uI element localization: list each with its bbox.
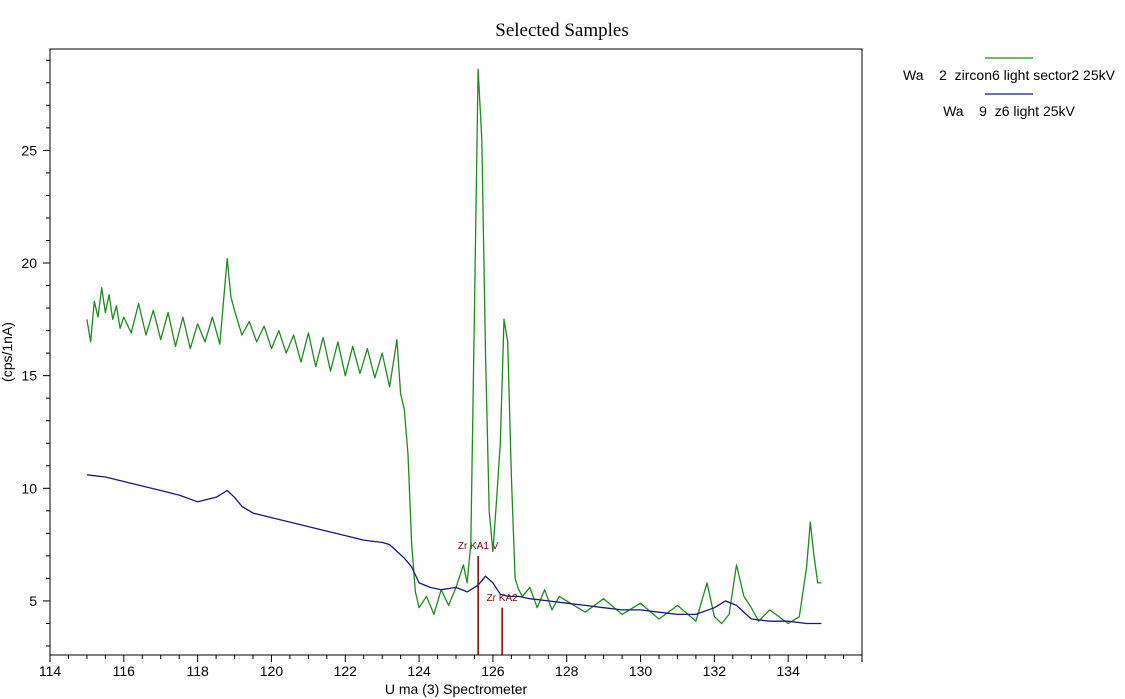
y-tick-label: 5 — [29, 593, 37, 609]
x-axis: 114 116 118 120 122 124 126 128 130 132 134 — [39, 655, 863, 679]
x-tick-label: 114 — [39, 663, 62, 679]
marker-label: Zr KA1 V — [458, 541, 499, 552]
x-tick-label: 116 — [113, 663, 136, 679]
x-tick-label: 120 — [260, 663, 284, 679]
y-tick-label: 10 — [21, 480, 37, 496]
y-tick-label: 15 — [21, 368, 37, 384]
x-tick-label: 126 — [481, 663, 505, 679]
series-line — [86, 474, 822, 625]
plot-frame — [49, 48, 863, 656]
element-markers: Zr KA1 V Zr KA2 — [458, 541, 518, 655]
marker-label: Zr KA2 — [487, 593, 519, 604]
x-tick-label: 124 — [407, 663, 431, 679]
x-tick-label: 132 — [703, 663, 727, 679]
y-tick-label: 25 — [21, 142, 37, 158]
chart-title: Selected Samples — [495, 20, 629, 41]
series-line — [86, 68, 822, 625]
y-axis-label: (cps/1nA) — [0, 322, 15, 382]
x-tick-label: 122 — [334, 663, 358, 679]
x-tick-label: 118 — [186, 663, 209, 679]
legend-label: Wa 2 zircon6 light sector2 25kV — [903, 67, 1116, 83]
y-axis: 5 10 15 20 25 — [21, 59, 50, 647]
x-tick-label: 134 — [777, 663, 801, 679]
x-tick-label: 130 — [629, 663, 653, 679]
series-layer — [86, 68, 822, 625]
legend-label: Wa 9 z6 light 25kV — [943, 103, 1075, 119]
legend: Wa 2 zircon6 light sector2 25kV Wa 9 z6 l… — [903, 57, 1116, 119]
x-axis-label: U ma (3) Spectrometer — [385, 681, 528, 697]
y-tick-label: 20 — [21, 255, 37, 271]
x-tick-label: 128 — [555, 663, 579, 679]
